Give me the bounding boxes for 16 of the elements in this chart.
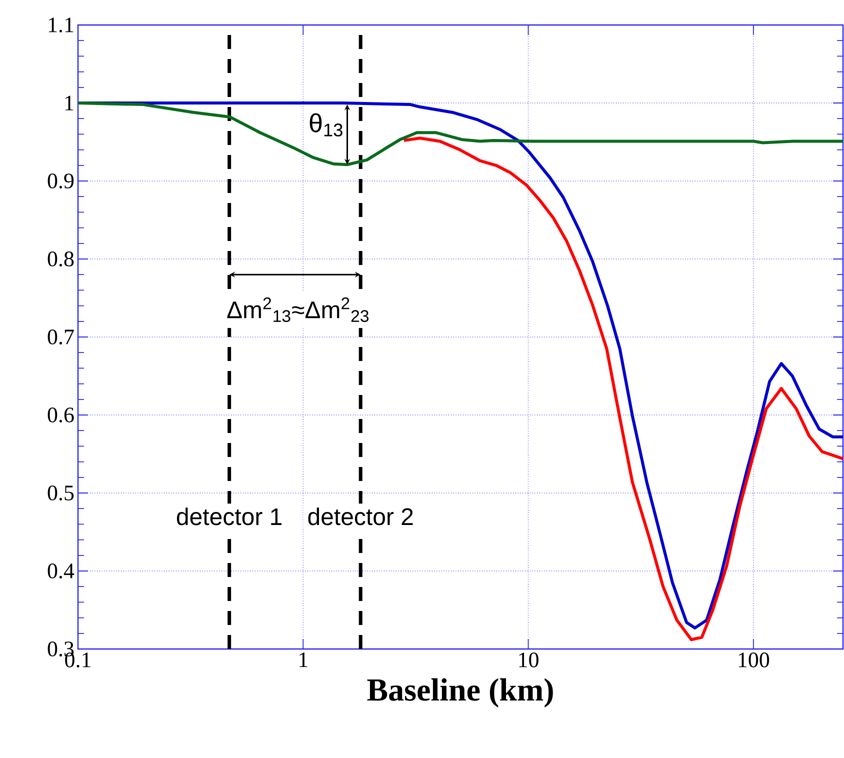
y-tick-label: 1	[65, 96, 74, 110]
x-tick-label: 1	[300, 652, 308, 668]
y-tick-label: 1.1	[48, 18, 74, 32]
x-tick-label: 10	[519, 652, 538, 668]
y-tick-label: 0.7	[48, 330, 74, 344]
y-tick-label: 0.6	[48, 408, 74, 422]
x-axis-title: Baseline (km)	[367, 678, 553, 708]
x-tick-label: 100	[738, 652, 770, 668]
annotation: Δm$^{2}$$_{13}$≈Δm$^{2}$23	[227, 297, 369, 322]
ref-line-label: detector 1	[176, 508, 282, 526]
y-tick-label: 0.4	[48, 564, 74, 578]
annotation: θ$_{13}$	[310, 113, 342, 136]
y-tick-label: 0.9	[48, 174, 74, 188]
y-tick-label: 0.8	[48, 252, 74, 266]
ref-line-label: detector 2	[308, 508, 413, 526]
y-tick-label: 0.5	[48, 486, 74, 500]
